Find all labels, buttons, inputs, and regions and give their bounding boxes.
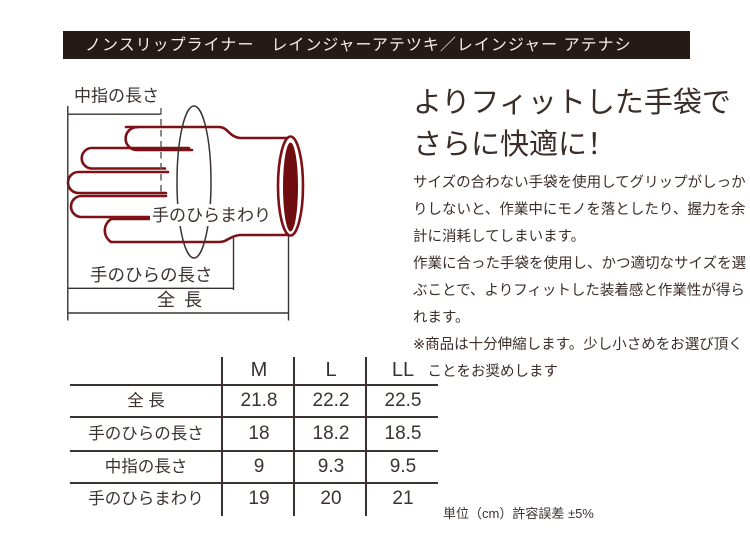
label-backing xyxy=(150,204,273,226)
table-cell: 20 xyxy=(320,488,342,509)
glove-top-edge xyxy=(124,125,290,140)
dimension-lines xyxy=(67,106,290,321)
label-total-length: 全 長 xyxy=(157,290,204,310)
table-cell: 18.5 xyxy=(384,423,422,444)
table-cell: 18 xyxy=(248,423,270,444)
table-hline-1 xyxy=(70,384,438,386)
intro-heading-line2: さらに快適に！ xyxy=(413,129,617,161)
table-row-label-palm-circumference: 手のひらまわり xyxy=(88,490,204,508)
glove-finger-2 xyxy=(80,146,191,170)
table-column-header-l: L xyxy=(325,359,337,381)
table-vline-2 xyxy=(293,357,295,516)
table-column-header-m: M xyxy=(250,359,268,381)
table-hline-2 xyxy=(70,416,438,418)
glove-finger-middle xyxy=(66,170,170,195)
table-hline-3 xyxy=(70,450,438,452)
table-row-label-palm-length: 手のひらの長さ xyxy=(88,425,204,443)
glove-measurement-diagram: 中指の長さ 手のひらまわり 手のひらの長さ 全 長 xyxy=(66,87,305,321)
table-cell: 9 xyxy=(253,456,265,477)
table-cell: 19 xyxy=(248,488,270,509)
table-cell: 22.2 xyxy=(312,390,350,411)
intro-body-text: サイズの合わない手袋を使用してグリップがしっか りしないと、作業中にモノを落とし… xyxy=(413,175,747,380)
glove-bottom-edge xyxy=(103,217,290,244)
table-row-label-total-length: 全 長 xyxy=(127,392,165,410)
glove-finger-4 xyxy=(69,194,198,219)
intro-heading: よりフィットした手袋で さらに快適に！ xyxy=(413,82,743,166)
intro-heading-line1: よりフィットした手袋で xyxy=(413,87,731,119)
table-cell: 21 xyxy=(392,488,414,509)
table-cell: 21.8 xyxy=(240,390,278,411)
palm-circumference-ellipse xyxy=(176,105,212,259)
table-vline-3 xyxy=(365,357,367,516)
table-cell: 22.5 xyxy=(384,390,422,411)
unit-tolerance-note: 単位（cm）許容誤差 ±5% xyxy=(443,506,594,521)
label-palm-circumference: 手のひらまわり xyxy=(152,206,271,225)
table-column-header-ll: LL xyxy=(391,359,415,381)
product-title: ノンスリップライナー レインジャーアテツキ／レインジャー アテナシ xyxy=(85,37,632,54)
table-cell: 9.3 xyxy=(317,456,345,477)
glove-finger-index xyxy=(124,125,194,152)
label-middle-finger-length: 中指の長さ xyxy=(74,87,159,106)
header-bar: ノンスリップライナー レインジャーアテツキ／レインジャー アテナシ xyxy=(63,31,690,59)
table-cell: 18.2 xyxy=(312,423,350,444)
table-cell: 9.5 xyxy=(389,456,417,477)
table-vline-1 xyxy=(221,357,223,516)
cuff-opening xyxy=(283,142,298,232)
table-hline-4 xyxy=(70,482,438,484)
table-row-label-middle-finger: 中指の長さ xyxy=(104,458,188,476)
label-palm-length: 手のひらの長さ xyxy=(90,265,213,285)
